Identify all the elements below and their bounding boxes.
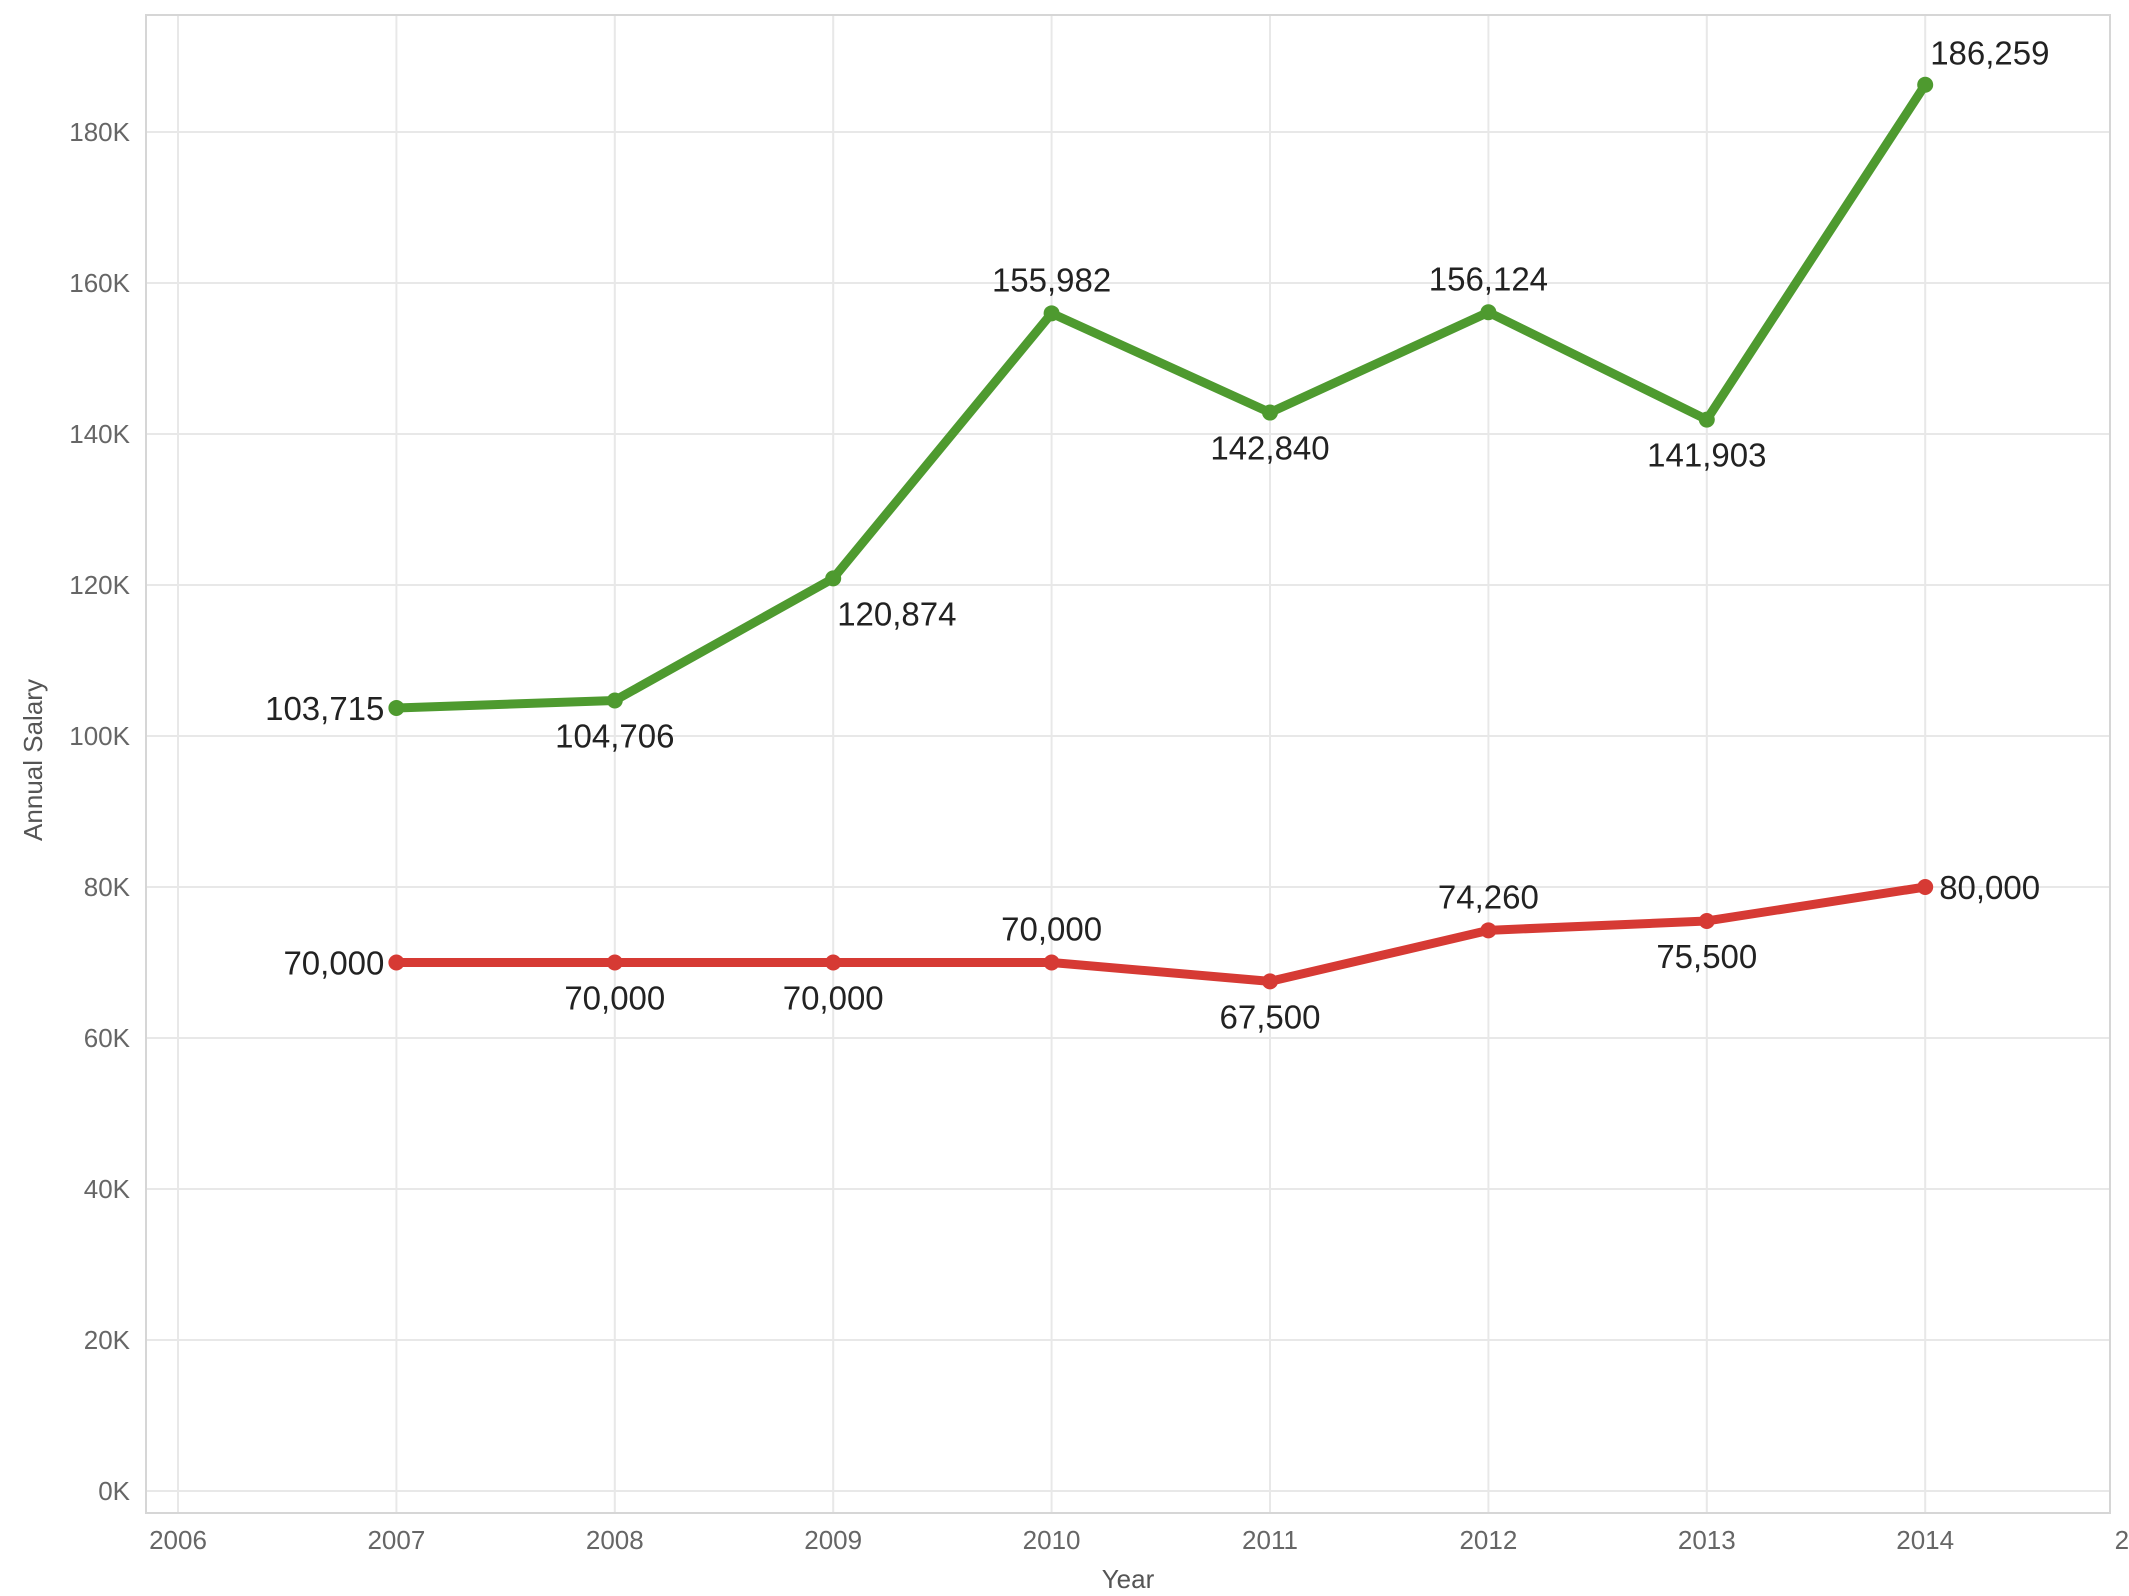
- series-0-data-label: 156,124: [1429, 260, 1548, 297]
- x-tick-label: 2009: [804, 1525, 862, 1555]
- x-tick-label: 2010: [1023, 1525, 1081, 1555]
- series-0-point: [1917, 76, 1934, 93]
- series-0-data-label: 186,259: [1930, 35, 2049, 72]
- series-1-data-label: 74,260: [1438, 878, 1539, 915]
- series-1-line: [391, 882, 1930, 986]
- series-1-point: [1698, 912, 1715, 929]
- series-1-point: [825, 954, 842, 971]
- series-0-point: [1698, 411, 1715, 428]
- series-1-point: [1043, 954, 1060, 971]
- series-1-data-label: 70,000: [1001, 911, 1102, 948]
- x-tick-label: 2013: [1678, 1525, 1736, 1555]
- series-0-point: [1480, 304, 1497, 321]
- x-tick-label: 2006: [149, 1525, 207, 1555]
- series-0-point: [1262, 404, 1278, 421]
- plot-frame: [145, 14, 2111, 1514]
- x-tick-label: 2011: [1242, 1525, 1298, 1555]
- x-tick-label: 2008: [586, 1525, 644, 1555]
- series-0-data-label: 103,715: [265, 690, 384, 727]
- series-1-data-label: 70,000: [564, 980, 665, 1017]
- series-0-point: [388, 699, 405, 716]
- grid-layer: [146, 15, 2110, 1513]
- series-0-data-label: 120,874: [837, 595, 956, 632]
- series-1-data-label: 67,500: [1220, 998, 1321, 1035]
- series-0-data-label: 141,903: [1647, 437, 1766, 474]
- x-tick-label: 2007: [367, 1525, 425, 1555]
- series-layer: [388, 76, 1934, 990]
- series-1-point: [1917, 879, 1934, 895]
- y-tick-label: 120K: [69, 570, 130, 600]
- series-0-point: [606, 692, 623, 709]
- y-tick-label: 20K: [84, 1325, 131, 1355]
- data-labels: 103,715 104,706 120,874 155,982 142,840 156,1…: [265, 35, 2049, 1036]
- series-1-data-label: 70,000: [783, 980, 884, 1017]
- y-tick-label: 80K: [84, 872, 131, 902]
- series-1-point: [1480, 922, 1497, 939]
- y-tick-label: 0K: [98, 1476, 130, 1506]
- x-tick-label: 2012: [1459, 1525, 1517, 1555]
- series-1-data-label: 70,000: [283, 945, 384, 982]
- series-1-point: [1262, 973, 1278, 990]
- series-0-data-label: 142,840: [1210, 430, 1329, 467]
- x-tick-label: 2015: [2115, 1525, 2129, 1555]
- y-tick-label: 160K: [69, 268, 130, 298]
- series-0-line: [391, 80, 1930, 713]
- y-tick-label: 60K: [84, 1023, 131, 1053]
- series-0-data-label: 104,706: [555, 717, 674, 754]
- tick-labels: 0K 20K 40K 60K 80K 100K 120K 140K 160K 180K 2006 20…: [69, 117, 2129, 1555]
- y-axis-title: Annual Salary: [18, 679, 48, 841]
- series-1-data-label: 80,000: [1939, 869, 2040, 906]
- y-tick-label: 100K: [69, 721, 130, 751]
- series-0-data-label: 155,982: [992, 261, 1111, 298]
- series-1-point: [388, 954, 405, 971]
- series-0-point: [825, 570, 842, 587]
- series-1-point: [606, 954, 623, 971]
- y-tick-label: 140K: [69, 419, 130, 449]
- y-tick-label: 180K: [69, 117, 130, 147]
- x-axis-title: Year: [1102, 1564, 1155, 1594]
- series-1-data-label: 75,500: [1656, 938, 1757, 975]
- x-tick-label: 2014: [1896, 1525, 1954, 1555]
- y-tick-label: 40K: [84, 1174, 131, 1204]
- series-0-point: [1043, 305, 1060, 322]
